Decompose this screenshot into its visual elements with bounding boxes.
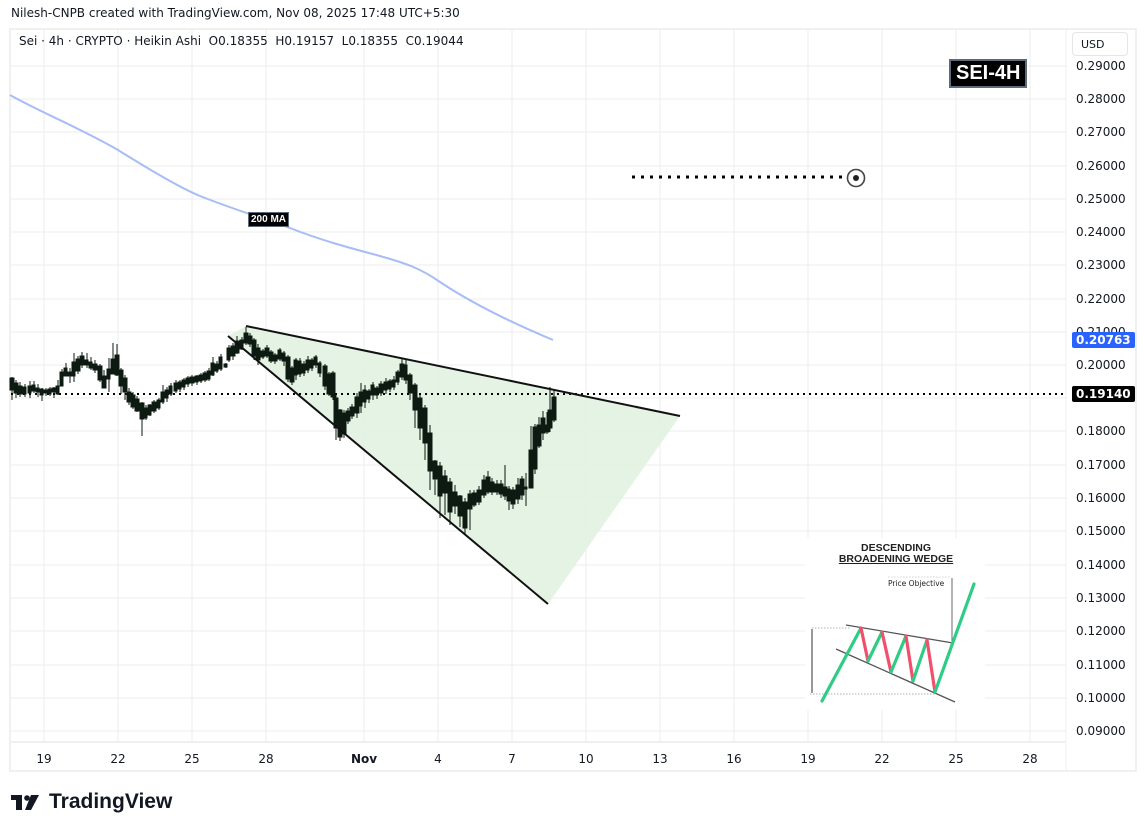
ticker-tag: SEI-4H — [949, 59, 1028, 88]
tradingview-brand: TradingView — [49, 790, 173, 813]
y-tick: 0.15000 — [1076, 524, 1126, 538]
x-tick: 22 — [110, 752, 126, 766]
y-tick: 0.13000 — [1076, 591, 1126, 605]
wedge-fill — [228, 326, 680, 604]
y-tick: 0.29000 — [1076, 59, 1126, 73]
y-tick: 0.18000 — [1076, 424, 1126, 438]
chart-credit: Nilesh-CNPB created with TradingView.com… — [11, 6, 460, 20]
x-tick: 10 — [578, 752, 594, 766]
inset-title-line1: DESCENDING — [860, 542, 931, 554]
y-tick: 0.09000 — [1076, 724, 1126, 738]
x-tick: 28 — [258, 752, 274, 766]
tradingview-logo-icon — [11, 795, 39, 810]
y-tick: 0.22000 — [1076, 292, 1126, 306]
x-tick: 13 — [652, 752, 668, 766]
y-tick: 0.16000 — [1076, 491, 1126, 505]
y-tick: 0.25000 — [1076, 192, 1126, 206]
x-tick: 4 — [434, 752, 442, 766]
y-tick: 0.20000 — [1076, 358, 1126, 372]
tradingview-logo[interactable]: TradingView — [11, 790, 172, 814]
y-tick: 0.24000 — [1076, 225, 1126, 239]
wedge-upper-trendline — [245, 325, 681, 417]
y-tick: 0.12000 — [1076, 624, 1126, 638]
x-tick: 28 — [1022, 752, 1038, 766]
y-tick: 0.28000 — [1076, 92, 1126, 106]
candles — [9, 327, 557, 535]
x-tick: 19 — [800, 752, 816, 766]
x-tick: 25 — [184, 752, 200, 766]
x-tick: 25 — [948, 752, 964, 766]
inset-price-objective: Price Objective — [888, 579, 945, 588]
last-price-badge: 0.19140 — [1072, 386, 1135, 402]
inset-title-line2: BROADENING WEDGE — [838, 553, 954, 565]
y-tick: 0.14000 — [1076, 558, 1126, 572]
inset-diagram — [805, 538, 985, 710]
ma-price-badge: 0.20763 — [1072, 332, 1135, 348]
y-tick: 0.26000 — [1076, 159, 1126, 173]
y-tick: 0.17000 — [1076, 458, 1126, 472]
y-tick: 0.27000 — [1076, 125, 1126, 139]
x-tick: Nov — [350, 752, 378, 766]
ma-tag: 200 MA — [248, 212, 290, 227]
symbol-legend: Sei · 4h · CRYPTO · Heikin Ashi O0.18355… — [19, 34, 464, 48]
y-tick: 0.23000 — [1076, 258, 1126, 272]
x-tick: 22 — [874, 752, 890, 766]
x-tick: 16 — [726, 752, 742, 766]
ma-200-line — [9, 94, 554, 341]
x-tick: 19 — [36, 752, 52, 766]
currency-button[interactable]: USD — [1072, 32, 1128, 56]
y-tick: 0.11000 — [1076, 658, 1126, 672]
inset-title: DESCENDING BROADENING WEDGE — [806, 543, 986, 565]
wedge-lower-trendline — [227, 335, 549, 605]
y-tick: 0.10000 — [1076, 691, 1126, 705]
x-tick: 7 — [508, 752, 516, 766]
